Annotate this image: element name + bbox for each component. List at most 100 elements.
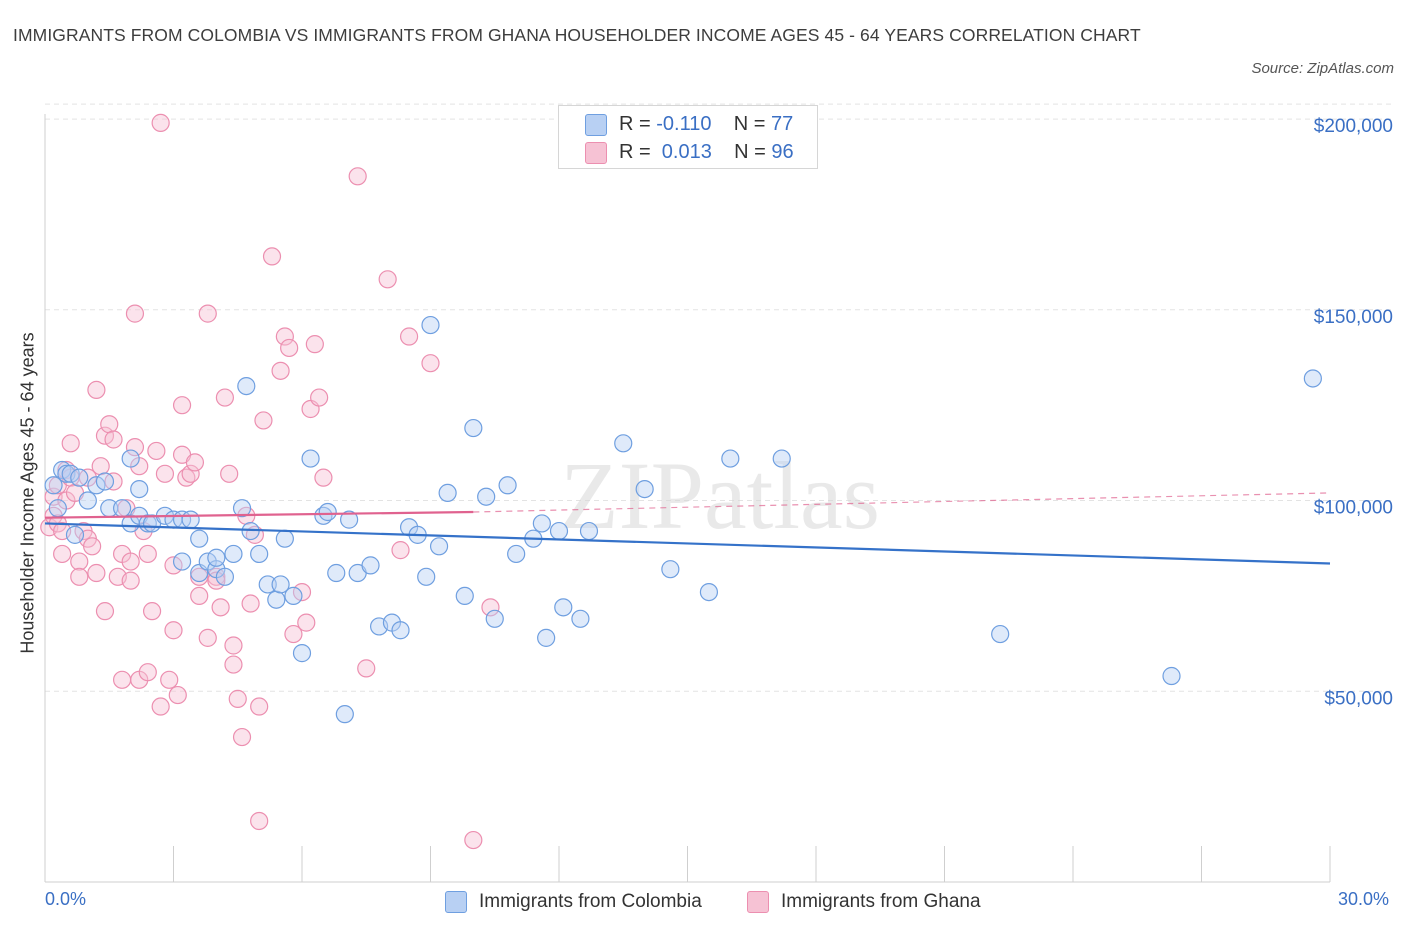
ghana-point: [91, 457, 110, 476]
colombia-point: [661, 560, 680, 579]
ghana-point: [160, 670, 179, 689]
colombia-trend-line: [44, 522, 1331, 565]
legend-r-value-colombia: -0.110: [656, 113, 712, 135]
legend-n-value-colombia: 77: [770, 113, 794, 135]
ghana-point: [305, 335, 324, 354]
bottom-legend-swatch-colombia: [445, 891, 467, 913]
ghana-point: [224, 655, 243, 674]
stats-legend: R = -0.110 N = 77 R = 0.013 N = 96: [558, 105, 818, 169]
y-tick-label: $100,000: [1314, 498, 1393, 519]
colombia-point: [485, 609, 504, 628]
colombia-point: [438, 483, 457, 503]
ghana-point: [228, 689, 247, 708]
colombia-point: [172, 552, 192, 571]
ghana-trend-line: [44, 510, 474, 519]
colombia-point: [275, 529, 294, 548]
ghana-point: [198, 628, 217, 647]
ghana-points: [40, 113, 500, 850]
y-axis-title: Householder Income Ages 45 - 64 years: [17, 332, 38, 654]
ghana-point: [262, 247, 282, 266]
colombia-point: [699, 582, 719, 602]
ghana-point: [421, 354, 440, 373]
ghana-point: [181, 464, 200, 483]
bottom-legend-label-ghana: Immigrants from Ghana: [781, 891, 981, 912]
colombia-point: [301, 449, 320, 468]
ghana-point: [164, 556, 183, 575]
colombia-point: [477, 487, 496, 506]
ghana-point: [198, 304, 217, 323]
ghana-point: [125, 438, 145, 457]
ghana-point: [310, 388, 329, 407]
colombia-point: [549, 521, 569, 541]
colombia-point: [1162, 666, 1181, 686]
colombia-point: [537, 628, 556, 647]
ghana-point: [121, 571, 140, 590]
ghana-point: [391, 541, 410, 560]
ghana-point: [250, 697, 269, 716]
chart-title: IMMIGRANTS FROM COLOMBIA VS IMMIGRANTS F…: [13, 25, 1141, 45]
ghana-point: [348, 167, 367, 186]
colombia-point: [121, 449, 140, 468]
colombia-point: [190, 529, 209, 548]
colombia-point: [327, 563, 346, 583]
ghana-point: [250, 811, 269, 831]
legend-n-value-ghana: 96: [771, 141, 794, 163]
ghana-point: [61, 434, 80, 453]
ghana-point: [168, 685, 187, 705]
ghana-point: [95, 426, 115, 445]
colombia-point: [554, 598, 573, 617]
colombia-point: [507, 544, 526, 564]
ghana-point: [292, 582, 312, 602]
legend-r-label: R =: [619, 141, 657, 163]
colombia-point: [70, 468, 89, 487]
ghana-point: [185, 453, 205, 472]
colombia-point: [318, 502, 337, 522]
colombia-point: [361, 556, 380, 575]
ghana-point: [271, 361, 290, 380]
colombia-point: [772, 449, 791, 468]
colombia-point: [258, 575, 277, 594]
x-tick-label-min: 0.0%: [45, 889, 87, 909]
colombia-point: [421, 315, 440, 335]
colombia-point: [237, 376, 256, 396]
watermark: ZIPatlas: [560, 442, 880, 549]
ghana-point: [83, 537, 102, 556]
bottom-legend-swatch-ghana: [747, 891, 769, 913]
ghana-point: [241, 594, 260, 613]
ghana-point: [215, 388, 234, 407]
gridlines: [45, 103, 1395, 692]
ghana-point: [112, 670, 132, 689]
colombia-point: [250, 544, 269, 564]
ghana-point: [399, 327, 419, 346]
colombia-point: [112, 499, 132, 518]
colombia-point: [391, 621, 410, 640]
ghana-point: [284, 624, 303, 644]
legend-swatch-colombia: [585, 114, 607, 136]
colombia-point: [721, 449, 740, 468]
ghana-point: [70, 552, 89, 571]
colombia-point: [44, 476, 63, 495]
colombia-point: [464, 418, 483, 438]
ghana-point: [138, 663, 157, 682]
ghana-point: [104, 430, 123, 449]
ghana-point: [138, 544, 157, 564]
colombia-point: [215, 567, 234, 586]
ghana-point: [190, 586, 209, 606]
ghana-point: [100, 415, 119, 434]
colombia-point: [271, 575, 290, 594]
legend-n-label: N =: [733, 113, 771, 135]
legend-swatch-ghana: [585, 142, 607, 164]
ghana-point: [151, 697, 170, 716]
colombia-point: [207, 548, 226, 567]
ghana-point: [142, 602, 162, 621]
ghana-point: [297, 613, 316, 632]
y-tick-label: $200,000: [1314, 116, 1393, 137]
legend-r-label: R =: [619, 113, 657, 135]
colombia-point: [130, 479, 149, 499]
colombia-point: [455, 586, 474, 606]
colombia-point: [232, 499, 252, 518]
ghana-point: [87, 380, 106, 400]
legend-n-label: N =: [734, 141, 772, 163]
ghana-point: [155, 464, 175, 483]
